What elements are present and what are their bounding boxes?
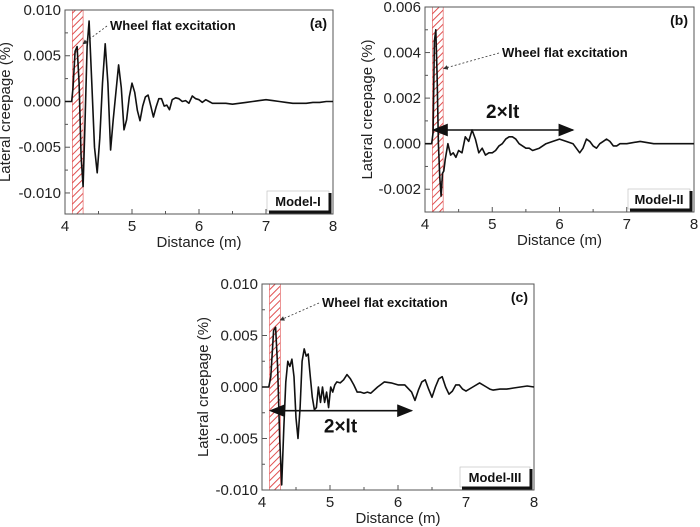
y-tick-label: 0.010 [220,276,258,293]
series-line-lateral-creepage [65,20,333,188]
x-tick-label: 8 [329,218,337,235]
y-axis-label: Lateral creepage (%) [359,39,376,179]
y-tick-label: 0.010 [23,2,61,19]
panel-a: 4 5 6 7 8 -0.010 -0.005 0.000 0.005 0.010 Distance… [0,2,337,251]
x-tick-label: 5 [326,494,334,511]
y-tick-label: 0.005 [220,328,258,345]
x-tick-label: 8 [690,216,698,233]
x-tick-label: 7 [623,216,631,233]
y-tick-label: 0.002 [383,90,421,107]
model-tag: Model-I [275,194,321,209]
panel-label: (b) [670,12,688,28]
series-line-lateral-creepage [425,28,694,197]
excitation-zone [72,9,84,215]
x-tick-label: 4 [61,218,69,235]
panel-label: (c) [511,289,528,305]
x-axis-label: Distance (m) [517,232,602,249]
y-tick-label: 0.005 [23,48,61,65]
panel-b: 4 5 6 7 8 -0.002 0.000 0.002 0.004 0.006 Distance … [359,0,698,249]
annotation-arrow [279,302,320,321]
annotation-arrow [443,52,500,70]
x-tick-label: 4 [258,494,266,511]
span-label-2lt: 2×lt [324,417,358,438]
model-tag-shadow [269,193,332,214]
span-label-2lt: 2×lt [486,102,520,123]
panel-label: (a) [310,15,327,31]
x-axis-label: Distance (m) [355,510,440,527]
x-tick-label: 5 [488,216,496,233]
annotation-wheel-flat: Wheel flat excitation [502,45,628,60]
plot-frame [424,6,695,213]
y-tick-label: -0.002 [378,181,421,198]
y-tick-label: -0.010 [18,185,61,202]
panel-c: 4 5 6 7 8 -0.010 -0.005 0.000 0.005 0.010 Distance… [195,276,538,527]
x-tick-label: 7 [262,218,270,235]
y-tick-label: -0.005 [215,431,258,448]
x-tick-label: 6 [195,218,203,235]
annotation-arrow [82,25,108,45]
y-tick-label: 0.000 [23,93,61,110]
model-tag-shadow [630,191,693,212]
annotation-wheel-flat: Wheel flat excitation [322,295,448,310]
y-tick-label: 0.006 [383,0,421,16]
plot-frame [64,9,334,215]
x-tick-label: 5 [128,218,136,235]
model-tag: Model-III [469,470,522,485]
x-tick-label: 6 [555,216,563,233]
plot-frame [261,283,535,491]
y-tick-label: 0.004 [383,45,421,62]
series-line-lateral-creepage [262,326,535,486]
x-tick-label: 6 [394,494,402,511]
y-tick-label: 0.000 [383,136,421,153]
x-tick-label: 4 [421,216,429,233]
y-tick-label: -0.010 [215,482,258,499]
y-tick-label: 0.000 [220,379,258,396]
annotation-wheel-flat: Wheel flat excitation [110,18,236,33]
x-tick-label: 7 [462,494,470,511]
y-tick-label: -0.005 [18,139,61,156]
y-axis-label: Lateral creepage (%) [195,317,212,457]
model-tag: Model-II [634,192,683,207]
model-tag-shadow [462,469,533,490]
x-tick-label: 8 [530,494,538,511]
y-axis-label: Lateral creepage (%) [0,42,14,182]
x-axis-label: Distance (m) [156,234,241,251]
